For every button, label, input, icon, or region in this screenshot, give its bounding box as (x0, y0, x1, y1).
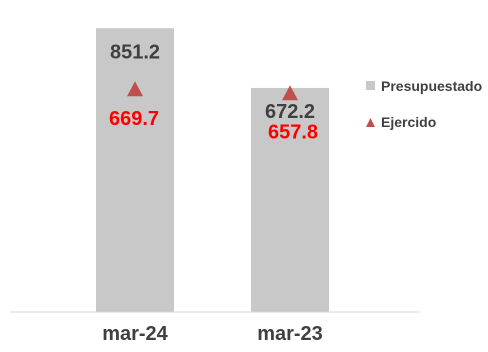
bar-value-label-mar-24: 851.2 (110, 41, 160, 63)
legend-item-ejercido: Ejercido (366, 114, 436, 130)
marker-value-label-mar-24: 669.7 (109, 108, 159, 130)
marker-mar-23 (282, 85, 298, 101)
legend-swatch-ejercido (366, 118, 375, 127)
marker-value-label-mar-23: 657.8 (268, 122, 318, 144)
x-tick-label-mar-24: mar-24 (102, 323, 168, 345)
bar-value-label-mar-23: 672.2 (265, 101, 315, 123)
legend-item-presupuestado: Presupuestado (366, 78, 482, 94)
bars-layer (96, 28, 329, 313)
marker-mar-24 (127, 81, 143, 97)
bar-mar-24 (96, 28, 174, 313)
bar-mar-23 (251, 87, 329, 312)
legend-label-ejercido: Ejercido (381, 114, 436, 130)
legend-label-presupuestado: Presupuestado (381, 78, 482, 94)
x-tick-label-mar-23: mar-23 (257, 323, 323, 345)
legend: Presupuestado Ejercido (366, 78, 482, 130)
legend-swatch-presupuestado (366, 81, 375, 90)
